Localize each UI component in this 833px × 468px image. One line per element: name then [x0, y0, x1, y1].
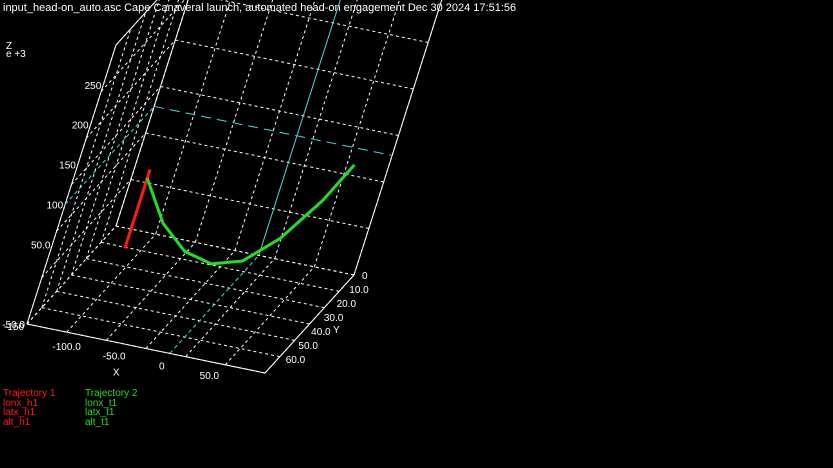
grid-line	[66, 233, 157, 333]
y-tick-label: 60.0	[286, 355, 306, 366]
z-tick-label: 250	[85, 81, 102, 92]
legend-trajectory-2: Trajectory 2 lonx_t1 latx_t1 alt_t1	[85, 389, 137, 427]
grid-line	[185, 258, 276, 358]
grid-layer	[26, 0, 443, 374]
y-axis-label: Y	[333, 325, 340, 336]
grid-line	[115, 0, 158, 46]
legend-component: lonx_h1	[3, 397, 39, 409]
reference-line-x-wall	[258, 0, 341, 256]
grid-line	[175, 39, 414, 90]
x-tick-label: -50.0	[103, 352, 126, 363]
grid-line	[313, 0, 400, 267]
legend-component: alt_t1	[85, 416, 110, 428]
grid-line	[85, 0, 170, 259]
legend-component: alt_h1	[3, 416, 31, 428]
window-title: input_head-on_auto.asc Cape Canaveral la…	[3, 2, 517, 14]
series-layer	[123, 163, 356, 266]
z-tick-label: 200	[72, 121, 89, 132]
z-corner-label: -150	[4, 322, 24, 333]
grid-line	[274, 0, 358, 259]
reference-lines	[64, 0, 393, 354]
grid-line	[85, 39, 176, 139]
z-tick-label: 100	[46, 200, 63, 211]
reference-line-z-side	[64, 106, 155, 205]
x-tick-label: 0	[159, 361, 165, 372]
legend-trajectory-1: Trajectory 1 lonx_h1 latx_h1 alt_h1	[3, 389, 55, 427]
axes-frame	[26, 0, 443, 374]
z-tick-label: -50.0	[2, 320, 25, 331]
y-tick-label: 30.0	[324, 313, 344, 324]
axis-edge	[26, 44, 117, 325]
grid-line	[101, 241, 340, 292]
axis-labels: -100.0 -50.0 0 50.0 X 0 10.0 20.0 30.0 40.0 50.0 60…	[2, 41, 369, 382]
grid-line	[224, 266, 315, 366]
grid-line	[100, 0, 179, 243]
legend-series-name: Trajectory 2	[85, 388, 138, 399]
y-tick-label: 40.0	[311, 327, 331, 338]
axis-edge	[115, 0, 189, 227]
y-tick-label: 50.0	[298, 341, 318, 352]
axis-edge	[264, 274, 355, 374]
x-axis-label: X	[113, 368, 120, 379]
reference-line-z	[154, 105, 393, 156]
axis-edge	[115, 0, 158, 46]
grid-line	[219, 0, 429, 43]
z-tick-label: 50.0	[31, 240, 51, 251]
legend-component: lonx_t1	[85, 397, 118, 409]
reference-line-x	[169, 255, 260, 354]
z-scale-label: e +3	[6, 49, 26, 60]
grid-line	[71, 274, 310, 325]
grid-line	[100, 0, 185, 92]
x-tick-label: 50.0	[200, 371, 220, 382]
y-tick-label: 10.0	[349, 285, 369, 296]
grid-line	[86, 258, 325, 309]
x-tick-label: -100.0	[52, 342, 81, 353]
grid-line	[160, 86, 399, 136]
axis-edge	[26, 323, 266, 374]
y-tick-label: 20.0	[337, 299, 357, 310]
grid-line	[194, 0, 274, 243]
z-axis-label: Z	[6, 41, 12, 52]
grid-line	[155, 0, 231, 235]
axis-edge	[353, 0, 443, 276]
series-2-line	[145, 163, 356, 266]
z-tick-label: 150	[59, 161, 76, 172]
grid-line	[41, 307, 280, 358]
legend-series-name: Trajectory 1	[3, 388, 56, 399]
grid-line	[71, 86, 161, 185]
legend-component: latx_h1	[3, 407, 36, 418]
grid-line	[41, 28, 132, 308]
legend-component: latx_t1	[85, 407, 115, 418]
y-tick-label: 0	[362, 271, 368, 282]
